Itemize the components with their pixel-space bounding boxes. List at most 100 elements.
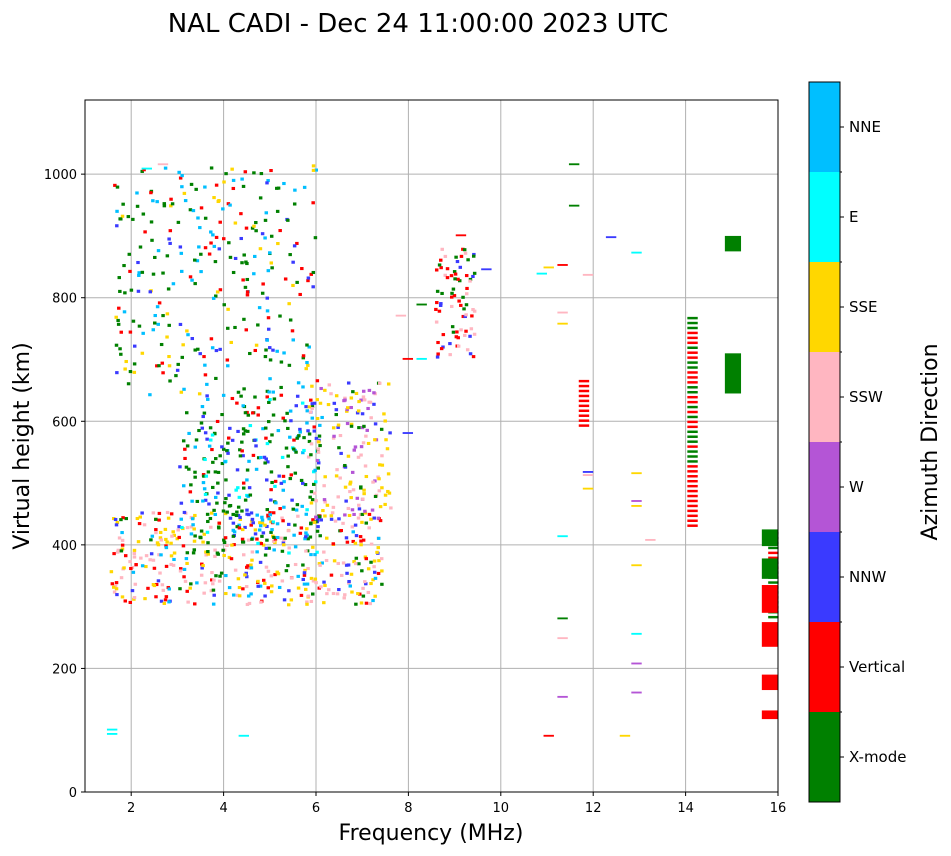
data-point <box>349 396 354 400</box>
data-point <box>350 470 355 474</box>
echo-block <box>761 622 778 647</box>
data-point <box>271 413 276 417</box>
data-point <box>112 517 116 521</box>
data-point <box>338 476 342 480</box>
isolated-point <box>557 637 568 640</box>
isolated-point <box>619 734 631 737</box>
data-point <box>461 247 465 251</box>
isolated-point <box>557 322 568 325</box>
y-tick-label: 600 <box>52 415 77 430</box>
data-point <box>203 363 207 367</box>
data-point <box>187 467 191 471</box>
data-point <box>174 374 178 378</box>
streak-point <box>687 386 698 389</box>
data-point <box>358 592 362 596</box>
data-point <box>293 545 298 549</box>
data-point <box>144 554 149 558</box>
data-point <box>380 582 384 586</box>
data-point <box>265 442 270 446</box>
data-point <box>288 477 293 481</box>
data-point <box>266 179 270 183</box>
streak-point <box>768 615 779 619</box>
data-point <box>372 391 376 395</box>
data-point <box>263 581 267 585</box>
y-tick-label: 800 <box>52 292 77 307</box>
data-point <box>325 536 329 540</box>
data-point <box>239 394 243 398</box>
data-point <box>165 335 169 339</box>
isolated-point <box>631 632 642 635</box>
data-point <box>113 517 118 522</box>
data-point <box>297 434 301 438</box>
data-point <box>362 398 367 402</box>
data-point <box>362 424 366 428</box>
data-point <box>354 391 359 395</box>
data-point <box>260 232 265 236</box>
data-point <box>241 278 245 282</box>
streak-point <box>687 455 698 458</box>
data-point <box>287 551 291 555</box>
streak-point <box>687 450 698 453</box>
data-point <box>132 551 137 556</box>
data-point <box>255 537 259 541</box>
data-point <box>293 523 297 527</box>
data-point <box>274 501 278 505</box>
data-point <box>137 271 141 275</box>
data-point <box>371 578 375 582</box>
data-point <box>273 573 277 577</box>
streak-point <box>578 404 590 408</box>
data-point <box>309 576 314 580</box>
data-point <box>221 393 226 397</box>
data-point <box>360 412 365 416</box>
data-point <box>261 282 265 286</box>
data-point <box>177 525 181 529</box>
data-point <box>269 234 274 238</box>
y-tick-label: 0 <box>69 786 77 801</box>
data-point <box>354 534 359 538</box>
isolated-point <box>106 728 118 731</box>
data-point <box>380 463 385 467</box>
data-point <box>257 528 262 532</box>
data-point <box>205 382 209 386</box>
data-point <box>279 481 284 485</box>
data-point <box>142 523 147 527</box>
data-point <box>218 454 222 458</box>
data-point <box>308 410 313 414</box>
x-axis-label: Frequency (MHz) <box>339 821 524 846</box>
data-point <box>263 553 268 557</box>
data-point <box>152 566 157 570</box>
data-point <box>135 191 139 195</box>
data-point <box>217 521 221 525</box>
data-point <box>279 385 283 389</box>
streak-point <box>687 420 698 424</box>
data-point <box>316 525 320 529</box>
data-point <box>319 386 323 391</box>
data-point <box>180 185 184 189</box>
data-point <box>205 530 210 534</box>
data-point <box>451 287 456 291</box>
data-point <box>286 603 291 607</box>
data-point <box>440 291 444 296</box>
data-point <box>449 274 454 278</box>
data-point <box>439 347 444 351</box>
data-point <box>222 303 226 307</box>
data-point <box>214 574 218 578</box>
isolated-point <box>631 564 642 567</box>
data-point <box>235 593 240 597</box>
data-point <box>456 336 460 340</box>
data-point <box>191 209 196 213</box>
streak-point <box>687 351 698 354</box>
data-point <box>346 406 350 410</box>
isolated-point <box>238 734 250 737</box>
data-point <box>280 455 285 459</box>
data-point <box>286 218 290 222</box>
data-point <box>367 526 371 530</box>
data-point <box>469 327 474 331</box>
data-point <box>272 548 276 552</box>
data-point <box>379 557 384 561</box>
data-point <box>240 177 244 181</box>
data-point <box>203 581 208 585</box>
data-point <box>268 358 273 362</box>
streak-point <box>578 399 590 403</box>
data-point <box>327 588 331 592</box>
